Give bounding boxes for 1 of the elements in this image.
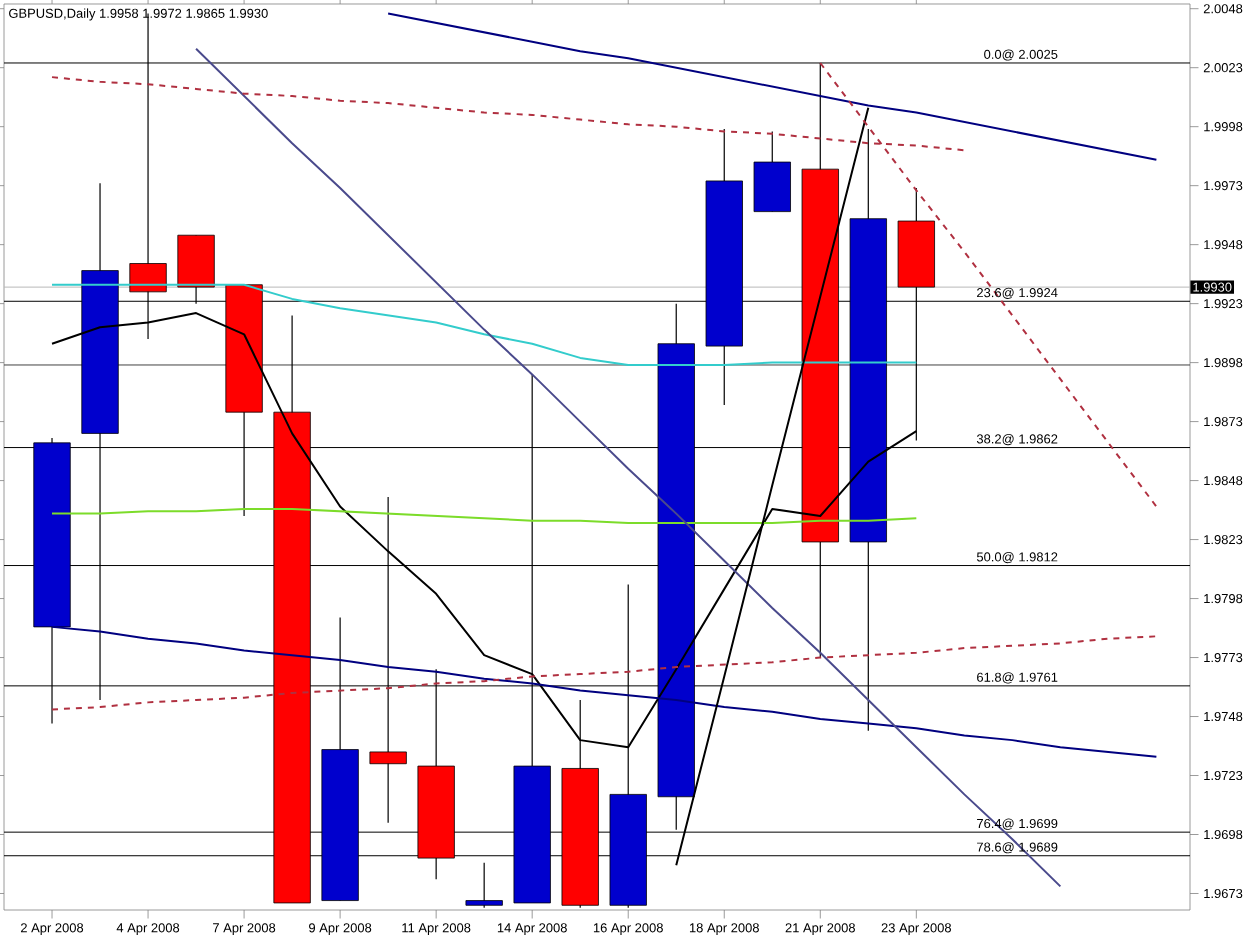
candlestick [465, 862, 503, 909]
